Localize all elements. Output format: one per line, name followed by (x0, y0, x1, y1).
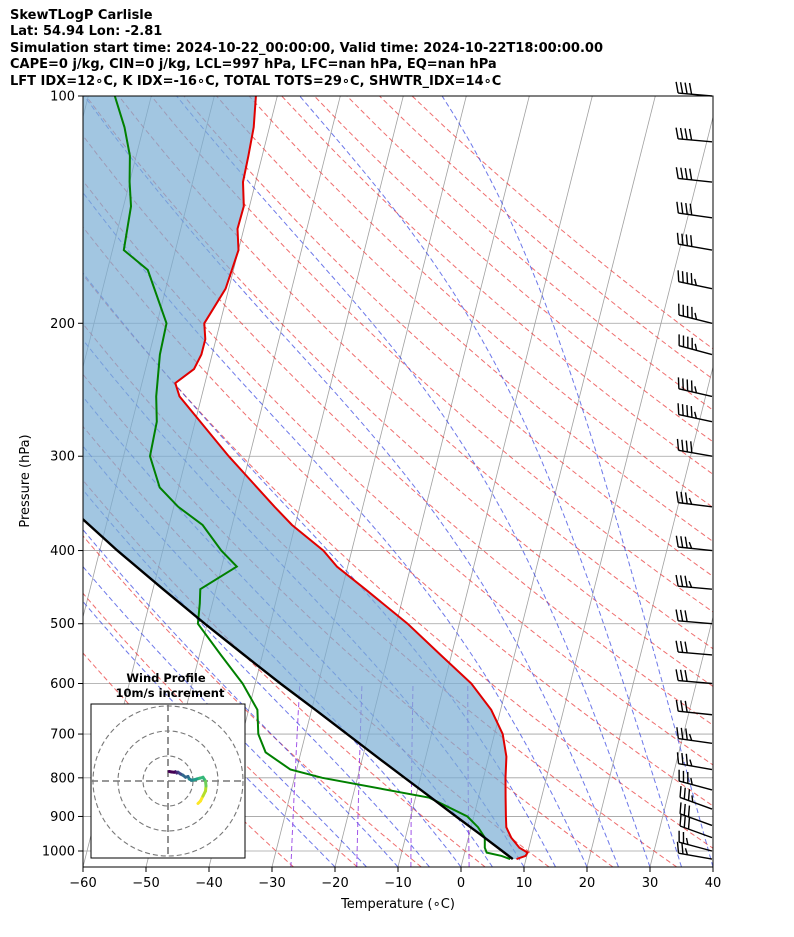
wind-barb (676, 752, 713, 771)
wind-barb (675, 609, 713, 625)
mixing-ratio-line (290, 683, 301, 867)
dry-adiabat (83, 226, 713, 807)
dry-adiabat (216, 96, 713, 543)
wind-barb (679, 802, 713, 827)
x-tick-label: −60 (69, 876, 96, 891)
chart-title: SkewTLogP Carlisle (10, 8, 153, 23)
isotherm-line (712, 865, 713, 867)
dewpoint-line (113, 96, 511, 861)
wind-barb (676, 727, 713, 744)
wind-barb (675, 535, 713, 552)
wind-barb (678, 769, 713, 791)
indices-text: LFT IDX=12∘C, K IDX=-16∘C, TOTAL TOTS=29… (10, 73, 502, 89)
y-tick-label: 900 (50, 810, 75, 825)
dry-adiabat (248, 96, 713, 509)
hodograph-segment (167, 770, 174, 774)
wind-barb (676, 232, 713, 251)
dry-adiabat (313, 96, 713, 443)
temperature-line (174, 96, 529, 861)
moist-adiabat (83, 565, 367, 867)
x-tick-label: −30 (258, 876, 285, 891)
wind-barb (675, 81, 713, 97)
wind-barb (677, 403, 713, 423)
dry-adiabat (83, 180, 713, 766)
chart-header: SkewTLogP Carlisle Lat: 54.94 Lon: -2.81… (10, 8, 603, 90)
parcel-line (83, 517, 514, 861)
dry-adiabat (83, 479, 486, 867)
moist-adiabat (83, 528, 399, 867)
time-text: Simulation start time: 2024-10-22_00:00:… (10, 40, 603, 56)
hodograph-title: Wind Profile (126, 671, 206, 685)
y-tick-label: 400 (50, 544, 75, 559)
moist-adiabat (83, 191, 588, 867)
x-axis-label: Temperature (∘C) (340, 897, 455, 912)
dry-adiabat (346, 96, 713, 411)
moist-adiabat (83, 600, 336, 867)
x-tick-label: −40 (195, 876, 222, 891)
wind-barb (675, 491, 713, 508)
wind-barb (676, 841, 713, 860)
y-tick-label: 700 (50, 728, 75, 743)
isotherm-line (649, 615, 713, 867)
wind-barb (679, 814, 713, 839)
wind-barb (677, 377, 713, 398)
y-tick-label: 800 (50, 771, 75, 786)
isotherm-line (523, 115, 713, 867)
moist-adiabat (83, 96, 619, 867)
wind-barb (675, 640, 713, 656)
y-tick-label: 200 (50, 317, 75, 332)
wind-barb (675, 669, 713, 685)
wind-barb (675, 574, 713, 590)
wind-barb (678, 334, 713, 356)
wind-barbs (675, 81, 713, 860)
wind-barb (675, 167, 713, 183)
axes: −60 −50 −40 −30 −20 −10 0 10 20 30 40 100 200 300 400 5… (42, 90, 721, 892)
isotherm-line (83, 96, 89, 119)
wind-barb (675, 699, 713, 716)
hodograph-subtitle: 10m/s increment (116, 686, 225, 700)
parcel-shading (83, 96, 528, 860)
wind-barb (677, 270, 713, 290)
isotherm-line (586, 365, 713, 867)
x-tick-label: −50 (132, 876, 159, 891)
isotherm-line (776, 96, 794, 867)
x-tick-label: 0 (457, 876, 465, 891)
x-tick-label: −20 (321, 876, 348, 891)
x-tick-label: 40 (705, 876, 722, 891)
wind-barb (675, 127, 713, 143)
wind-barb (676, 438, 713, 457)
profile-lines (83, 96, 529, 861)
moist-adiabat (299, 96, 682, 867)
wind-barb (678, 830, 713, 852)
dry-adiabat (83, 535, 422, 867)
moist-adiabat (441, 96, 713, 867)
y-tick-label: 300 (50, 450, 75, 465)
wind-barb (678, 303, 713, 324)
x-tick-label: 30 (642, 876, 659, 891)
wind-barb (676, 201, 713, 219)
stability-params-text: CAPE=0 j/kg, CIN=0 j/kg, LCL=997 hPa, LF… (10, 57, 497, 73)
moist-adiabat (176, 96, 651, 867)
dry-adiabat (83, 592, 358, 867)
y-axis-label: Pressure (hPa) (18, 434, 33, 527)
x-tick-label: −10 (384, 876, 411, 891)
dry-adiabat (183, 96, 713, 577)
y-tick-label: 600 (50, 677, 75, 692)
location-text: Lat: 54.94 Lon: -2.81 (10, 24, 163, 40)
wind-barb (679, 786, 713, 810)
y-tick-label: 500 (50, 617, 75, 632)
x-tick-label: 20 (579, 876, 596, 891)
dry-adiabat (83, 134, 713, 726)
isotherm-line (271, 96, 467, 867)
x-tick-label: 10 (516, 876, 533, 891)
y-tick-label: 1000 (42, 845, 75, 860)
y-tick-label: 100 (50, 90, 75, 105)
